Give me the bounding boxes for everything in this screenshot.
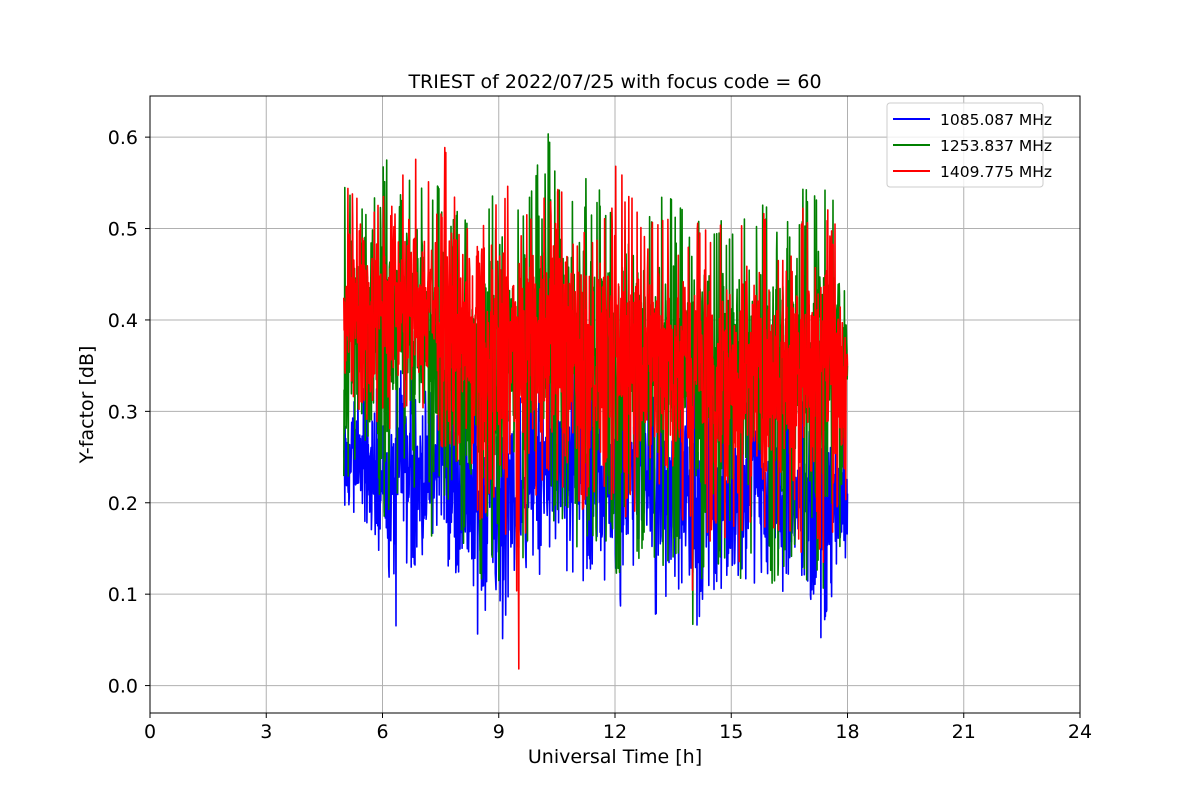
x-tick-label: 24: [1068, 721, 1092, 743]
x-tick-label: 6: [376, 721, 388, 743]
x-tick-label: 3: [260, 721, 272, 743]
x-axis-label: Universal Time [h]: [528, 746, 702, 768]
legend: 1085.087 MHz 1253.837 MHz 1409.775 MHz: [886, 102, 1052, 188]
x-tick-label: 21: [952, 721, 976, 743]
plot-area: [342, 133, 849, 670]
x-tick-label: 0: [144, 721, 156, 743]
y-tick-label: 0.1: [108, 584, 138, 606]
y-tick-label: 0.3: [108, 401, 138, 423]
x-tick-label: 12: [603, 721, 627, 743]
legend-label-0: 1085.087 MHz: [940, 111, 1052, 129]
axis-ticks: 0 3 6 9 12 15 18 21 24 0.0 0.1 0.2 0.3 0.4 0.5 0.6: [108, 127, 1092, 743]
y-tick-label: 0.6: [108, 127, 138, 149]
chart-title: TRIEST of 2022/07/25 with focus code = 6…: [407, 71, 821, 93]
y-tick-label: 0.4: [108, 310, 138, 332]
y-axis-label: Y-factor [dB]: [76, 346, 98, 465]
x-tick-label: 15: [719, 721, 743, 743]
legend-label-2: 1409.775 MHz: [940, 163, 1052, 181]
y-tick-label: 0.2: [108, 493, 138, 515]
y-tick-label: 0.5: [108, 219, 138, 241]
y-tick-label: 0.0: [108, 676, 138, 698]
legend-box: [886, 102, 1044, 188]
x-tick-label: 18: [835, 721, 859, 743]
x-tick-label: 9: [493, 721, 505, 743]
legend-label-1: 1253.837 MHz: [940, 137, 1052, 155]
series-line-2: [343, 146, 849, 670]
